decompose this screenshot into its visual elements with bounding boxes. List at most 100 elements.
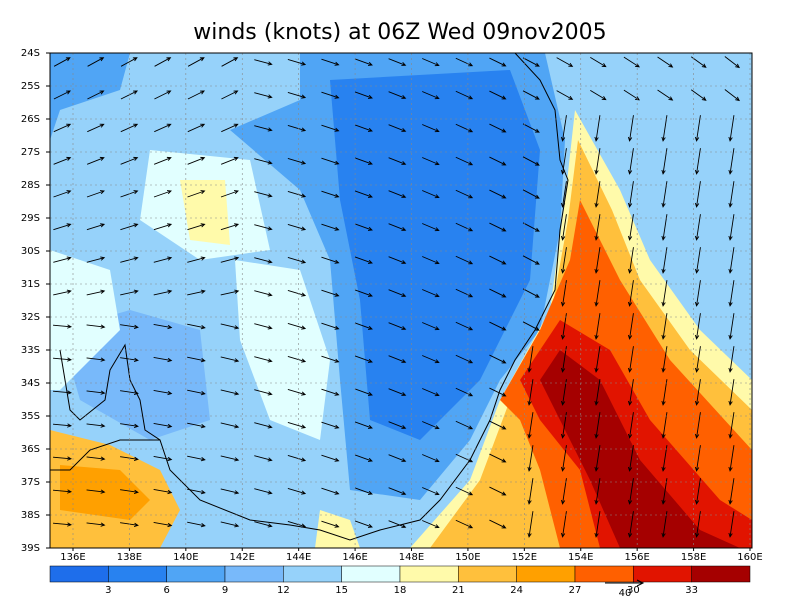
wind-arrow xyxy=(86,522,106,527)
wind-arrow xyxy=(321,223,340,231)
wind-arrow xyxy=(594,214,601,241)
wind-arrow xyxy=(388,520,407,529)
wind-arrow xyxy=(690,89,707,101)
wind-arrow xyxy=(120,123,139,133)
wind-arrow xyxy=(627,445,634,472)
wind-arrow xyxy=(52,423,72,428)
wind-arrow xyxy=(120,256,139,263)
wind-arrow xyxy=(187,521,206,528)
wind-arrow xyxy=(422,421,440,430)
wind-arrow xyxy=(455,189,474,199)
wind-arrow xyxy=(220,389,240,396)
wind-arrow xyxy=(86,324,106,329)
wind-arrow xyxy=(153,455,173,462)
wind-arrow xyxy=(560,478,567,505)
wind-arrow xyxy=(560,412,567,439)
wind-arrow xyxy=(661,181,668,208)
wind-arrow xyxy=(455,156,474,166)
wind-arrow xyxy=(627,511,634,538)
wind-arrow xyxy=(52,357,72,362)
wind-arrow xyxy=(187,289,206,296)
colorbar-swatch xyxy=(691,565,751,583)
wind-arrow xyxy=(627,412,634,439)
wind-arrow xyxy=(661,247,668,274)
wind-arrow xyxy=(354,454,373,462)
latitude-label: 35S xyxy=(21,411,40,422)
wind-arrow xyxy=(522,90,540,100)
wind-arrow xyxy=(86,289,106,296)
wind-arrow xyxy=(120,357,139,362)
wind-arrow xyxy=(522,288,540,298)
latitude-label: 34S xyxy=(21,378,40,389)
wind-arrow xyxy=(489,222,507,232)
wind-arrow xyxy=(254,257,273,264)
wind-arrow xyxy=(52,324,72,329)
wind-arrow xyxy=(661,280,668,307)
wind-arrow xyxy=(254,389,273,396)
colorbar-swatch xyxy=(341,565,401,583)
wind-arrow xyxy=(321,157,340,165)
wind-arrow xyxy=(388,124,407,133)
wind-arrow xyxy=(87,57,105,67)
wind-arrow xyxy=(120,190,139,198)
wind-arrow xyxy=(556,90,574,100)
wind-arrow xyxy=(627,115,634,142)
wind-arrow xyxy=(627,379,634,406)
longitude-label: 138E xyxy=(117,552,142,563)
wind-arrow xyxy=(590,89,607,101)
wind-arrow xyxy=(53,90,71,100)
wind-arrow xyxy=(53,289,72,296)
wind-arrow xyxy=(354,421,373,429)
wind-arrow xyxy=(287,59,307,66)
wind-arrow xyxy=(153,422,173,429)
wind-arrow xyxy=(422,454,440,463)
wind-arrow xyxy=(590,56,607,68)
colorbar-label: 24 xyxy=(510,585,523,596)
wind-arrow xyxy=(422,388,440,397)
wind-arrow xyxy=(388,223,407,232)
wind-arrow xyxy=(354,223,373,231)
wind-arrow xyxy=(86,489,106,494)
wind-arrow xyxy=(53,190,72,198)
wind-arrow xyxy=(388,157,407,166)
wind-arrow xyxy=(154,123,172,133)
wind-arrow xyxy=(594,181,601,208)
wind-arrow xyxy=(287,488,307,495)
wind-arrow xyxy=(321,421,340,429)
wind-arrow xyxy=(522,321,540,331)
wind-arrow xyxy=(153,256,173,263)
graticule xyxy=(50,53,752,548)
wind-arrow xyxy=(52,456,72,461)
wind-arrow xyxy=(694,115,701,142)
wind-arrow xyxy=(120,423,139,428)
latitude-label: 29S xyxy=(21,213,40,224)
wind-arrow xyxy=(153,156,172,165)
wind-arrow xyxy=(728,115,735,142)
wind-arrow xyxy=(120,156,139,165)
wind-arrow xyxy=(455,387,474,397)
wind-arrow xyxy=(120,522,139,527)
wind-arrow xyxy=(728,445,735,472)
colorbar-swatch xyxy=(49,565,109,583)
wind-arrow xyxy=(354,58,373,66)
wind-arrow xyxy=(728,412,735,439)
wind-arrow xyxy=(287,356,307,363)
wind-arrow xyxy=(254,521,273,528)
wind-arrow xyxy=(594,445,601,472)
wind-arrow xyxy=(153,521,173,528)
wind-arrow xyxy=(661,511,668,538)
wind-arrow xyxy=(728,346,735,373)
wind-arrow xyxy=(86,223,106,231)
wind-arrow xyxy=(489,57,507,67)
wind-arrow xyxy=(321,487,340,495)
wind-arrow xyxy=(422,355,440,364)
wind-arrow xyxy=(560,379,567,406)
longitude-label: 148E xyxy=(399,552,424,563)
wind-arrow xyxy=(53,156,72,165)
wind-arrow xyxy=(388,190,407,199)
latitude-label: 31S xyxy=(21,279,40,290)
colorbar-label: 27 xyxy=(569,585,582,596)
longitude-axis: 136E 138E 140E 142E 144E 146E 148E 150E 152E 154E… xyxy=(60,548,763,563)
wind-arrow xyxy=(627,313,634,340)
wind-arrow xyxy=(728,148,735,175)
